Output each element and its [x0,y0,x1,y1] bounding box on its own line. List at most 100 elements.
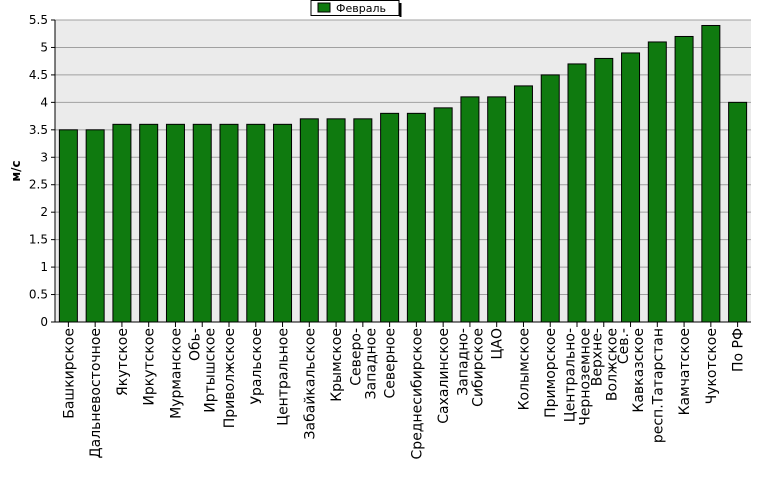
bar [567,63,587,323]
x-tick-label: Приволжское [222,328,238,428]
bar [647,41,667,323]
x-tick-label-line: Колымское [516,328,532,410]
x-tick-label: Сахалинское [436,328,452,424]
bar [165,123,185,323]
x-tick-label-line: Верхне- [589,328,605,386]
x-tick-label-line: Волжское [604,328,620,401]
bar [112,123,132,323]
x-tick-label: Верхне-Волжское [589,328,620,401]
legend: Февраль [310,0,402,17]
x-tick-label: Центрально-Черноземное [563,328,594,426]
bar [219,123,239,323]
y-tick-label: 4.5 [29,68,48,82]
bar [621,52,641,323]
x-tick-label-line: Башкирское [61,328,77,419]
x-tick-label-line: Иртышское [203,328,219,413]
x-tick-label-line: Сев.- [616,328,632,364]
x-tick-label: Сев.-Кавказское [616,328,647,413]
x-tick-label: Дальневосточное [88,328,104,458]
bar [487,96,507,323]
x-tick-label-line: Западное [363,328,379,399]
x-tick-label: Крымское [329,328,345,402]
x-tick-label: Обь-Иртышское [188,328,219,413]
x-tick-label-line: Центрально- [563,328,579,422]
x-tick-label-line: По РФ [731,328,747,372]
y-tick-label: 5.5 [29,13,48,27]
y-tick-label: 0.5 [29,288,48,302]
x-tick-label: Колымское [516,328,532,410]
bar [192,123,212,323]
y-tick-label: 5 [40,40,48,54]
bar [728,101,748,323]
x-tick-label-line: Мурманское [168,328,184,419]
y-tick-label: 2 [40,205,48,219]
bar [139,123,159,323]
x-tick-label: Якутское [115,328,131,396]
x-tick-label-line: Северное [383,328,399,398]
x-tick-label-line: Обь- [188,328,204,361]
x-tick-label-line: Северо- [348,328,364,386]
x-tick-label-line: Кавказское [631,328,647,413]
x-tick-label-line: Иркутское [142,328,158,406]
x-tick-label-line: респ.Татарстан [650,328,666,443]
bar [433,107,453,323]
y-axis-label: м/с [9,160,23,181]
x-tick-label-line: Камчатское [677,328,693,415]
bar [353,118,373,323]
x-tick-label-line: Центральное [276,328,292,426]
x-tick-label: По РФ [731,328,747,372]
bar [406,112,426,323]
x-tick-labels: Башкирское Дальневосточное Якутское Иркутск… [61,322,747,459]
x-tick-label-line: Уральское [249,328,265,405]
bar [299,118,319,323]
legend-shadow [399,3,402,17]
x-tick-label: Западно-Сибирское [455,328,486,407]
x-tick-label-line: Сахалинское [436,328,452,424]
bar [380,112,400,323]
bar [513,85,533,323]
y-tick-labels: 0 0.5 1 1.5 2 2.5 3 3.5 4 4.5 5 5.5 [29,13,55,329]
bar [246,123,266,323]
bar [674,35,694,323]
y-tick-label: 3.5 [29,123,48,137]
x-tick-label-line: Чукотское [704,328,720,404]
x-tick-label-line: Забайкальское [302,328,318,439]
bar [594,57,614,323]
x-tick-label: Центральное [276,328,292,426]
x-tick-label: Забайкальское [302,328,318,439]
x-tick-label-line: Западно- [455,328,471,396]
x-tick-label-line: Приморское [543,328,559,418]
x-tick-label: Мурманское [168,328,184,419]
x-tick-label-line: ЦАО [490,328,506,359]
y-tick-label: 3 [40,150,48,164]
bar [85,129,105,323]
y-tick-label: 1.5 [29,233,48,247]
legend-box [310,0,400,16]
x-tick-label-line: Сибирское [470,328,486,407]
x-tick-label: Северо-Западное [348,328,379,399]
x-tick-label: Камчатское [677,328,693,415]
bar [460,96,480,323]
x-tick-label-line: Приволжское [222,328,238,428]
x-tick-label: Башкирское [61,328,77,419]
x-tick-label: Уральское [249,328,265,405]
x-tick-label-line: Якутское [115,328,131,396]
x-tick-label: респ.Татарстан [650,328,666,443]
y-tick-label: 4 [40,95,48,109]
legend-swatch [317,2,331,13]
bar [540,74,560,323]
bar [701,24,721,323]
y-tick-label: 1 [40,260,48,274]
x-tick-label: ЦАО [490,328,506,359]
x-tick-label: Приморское [543,328,559,418]
y-tick-label: 2.5 [29,178,48,192]
bar [273,123,293,323]
x-tick-label: Чукотское [704,328,720,404]
x-tick-label-line: Дальневосточное [88,328,104,458]
x-tick-label-line: Крымское [329,328,345,402]
x-tick-label-line: Среднесибирское [409,328,425,459]
legend-label: Февраль [336,2,386,15]
x-tick-label: Северное [383,328,399,398]
plot-area [55,20,751,322]
